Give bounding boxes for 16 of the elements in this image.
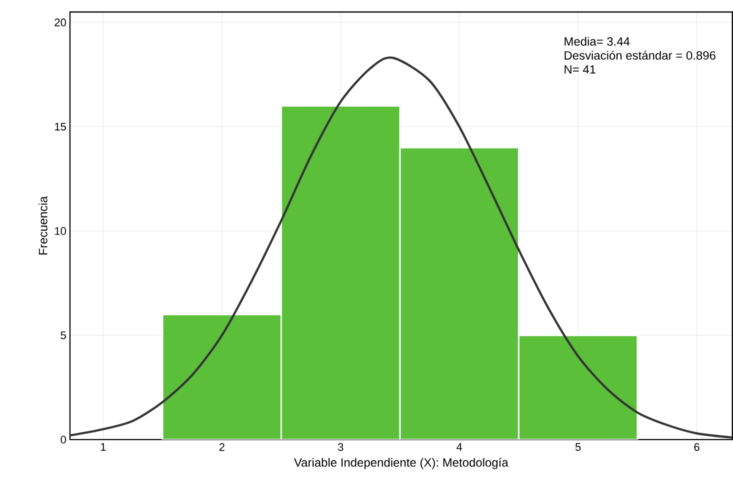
y-tick-label: 20 [54,18,66,27]
x-tick-label: 5 [575,443,581,452]
x-tick-label: 2 [219,443,224,452]
y-tick-label: 5 [60,332,66,340]
y-axis-title: Frecuencia [38,196,48,255]
annotation: Media= 3.44 [564,37,630,46]
x-tick-label: 3 [338,443,344,452]
annotation: Desviación estándar = 0.896 [564,50,716,60]
x-tick-label: 6 [694,443,700,452]
x-tick-label: 4 [456,443,462,451]
y-tick-label: 10 [55,227,66,236]
x-axis-title: Variable Independiente (X): Metodología [294,458,508,470]
y-tick-label: 15 [55,123,66,131]
annotation: N= 41 [564,66,596,74]
x-tick-label: 1 [100,443,106,451]
y-tick-label: 0 [60,436,66,444]
